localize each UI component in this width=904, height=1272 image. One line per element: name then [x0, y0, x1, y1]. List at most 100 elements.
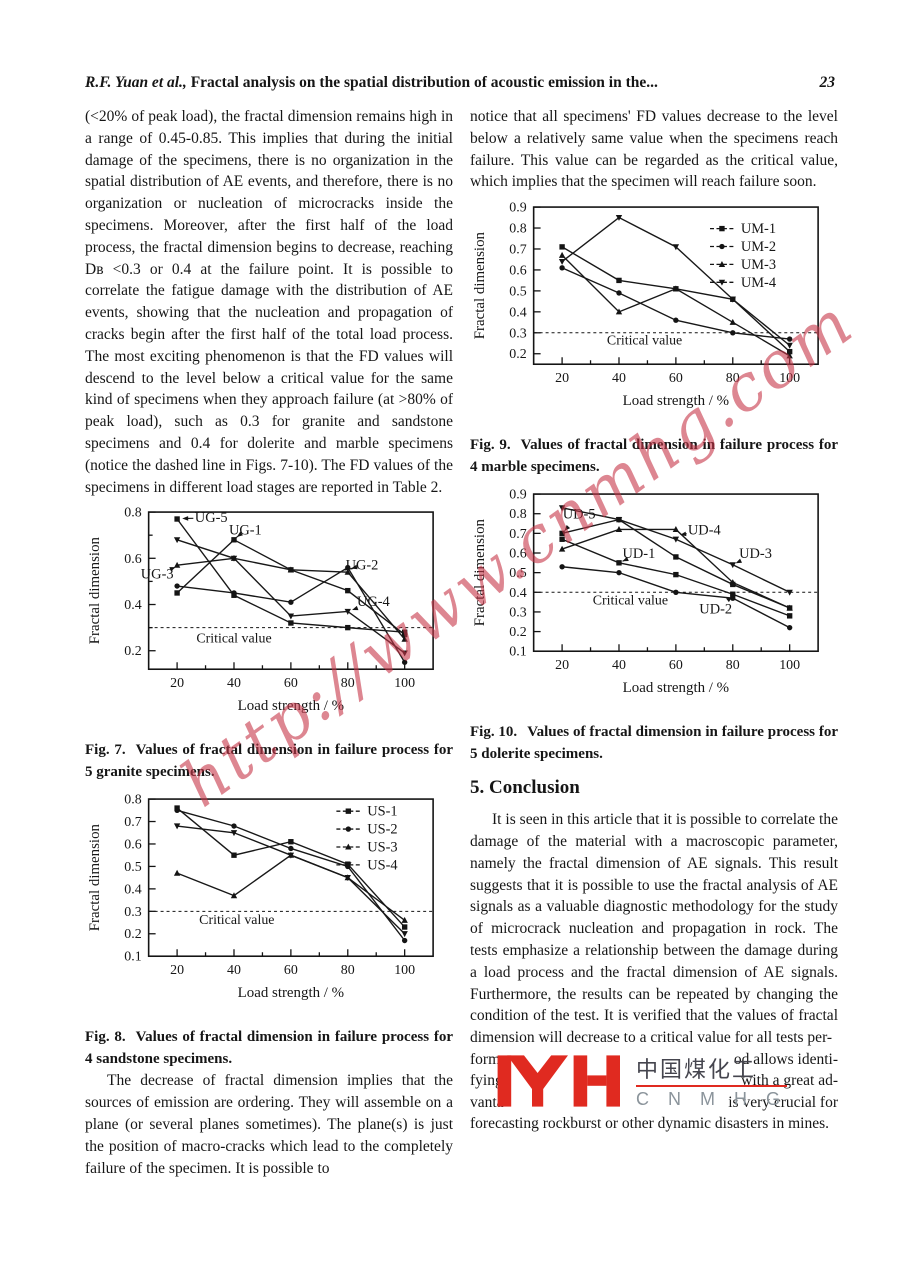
- conclusion-end: forecasting rockburst or other dynamic d…: [470, 1115, 829, 1133]
- svg-text:100: 100: [779, 371, 800, 386]
- svg-text:0.5: 0.5: [124, 860, 141, 875]
- svg-text:40: 40: [612, 658, 626, 673]
- fragment-r3-left: vanta: [470, 1093, 504, 1111]
- y-axis-label: Fractal dimension: [87, 537, 103, 645]
- svg-text:0.5: 0.5: [509, 285, 526, 300]
- svg-text:40: 40: [227, 676, 241, 691]
- svg-text:0.8: 0.8: [509, 507, 526, 522]
- markers-UM-3: [558, 252, 793, 359]
- plot-border: [147, 798, 434, 958]
- fragment-r2-left: fying: [470, 1072, 503, 1090]
- svg-text:0.3: 0.3: [509, 326, 526, 341]
- fig10-caption-label: Fig. 10.: [470, 724, 518, 741]
- header-authors: R.F. Yuan et al.,: [85, 74, 187, 91]
- svg-text:0.2: 0.2: [509, 347, 526, 362]
- x-axis-label: Load strength / %: [238, 985, 344, 1001]
- cnmhg-logo: 中国煤化工 C N M H G: [496, 1049, 796, 1113]
- svg-text:0.8: 0.8: [509, 222, 526, 237]
- svg-text:0.8: 0.8: [124, 506, 141, 521]
- svg-text:0.3: 0.3: [509, 606, 526, 621]
- svg-text:0.4: 0.4: [509, 586, 526, 601]
- fig8-chart: 0.1 0.2 0.3 0.4 0.5 0.6 0.7 0.8 20 40 60 80 100 Load …: [85, 791, 453, 1023]
- logo-latin-text: C N M H G: [636, 1088, 787, 1109]
- fig8-caption: Fig. 8. Values of fractal dimension in fa…: [85, 1027, 453, 1070]
- svg-text:20: 20: [170, 963, 184, 978]
- x-axis-label: Load strength / %: [623, 680, 729, 696]
- left-column: (<20% of peak load), the fractal dimensi…: [85, 106, 453, 1179]
- right-paragraph-1: notice that all specimens' FD values dec…: [470, 108, 838, 191]
- annotation-UD-2: UD-2: [699, 602, 732, 618]
- annotation-UG-3: UG-3: [141, 567, 174, 583]
- y-axis-label: Fractal dimension: [472, 519, 488, 627]
- critical-label: Critical value: [593, 594, 668, 609]
- markers-UD-2: [559, 564, 793, 631]
- left-paragraph-1: (<20% of peak load), the fractal dimensi…: [85, 108, 453, 496]
- annotation-UD-4: UD-4: [688, 523, 721, 539]
- svg-text:0.6: 0.6: [509, 547, 526, 562]
- svg-text:60: 60: [669, 371, 683, 386]
- svg-text:20: 20: [555, 658, 569, 673]
- legend: UM-1 UM-2 UM-3 UM-4: [710, 221, 776, 291]
- annotation-UG-5: UG-5: [195, 510, 228, 526]
- page-header: R.F. Yuan et al., Fractal analysis on th…: [85, 74, 835, 92]
- fig10-caption: Fig. 10. Values of fractal dimension in f…: [470, 722, 838, 765]
- fig8-caption-label: Fig. 8.: [85, 1029, 126, 1046]
- svg-text:0.6: 0.6: [124, 552, 141, 567]
- svg-text:100: 100: [394, 676, 415, 691]
- conclusion-fragment-area: forme od allows identi- fying with a gre…: [470, 1049, 838, 1114]
- svg-text:0.9: 0.9: [509, 201, 526, 216]
- markers-UD-1: [559, 536, 793, 619]
- right-column: notice that all specimens' FD values dec…: [470, 106, 838, 1135]
- svg-text:UM-1: UM-1: [741, 221, 776, 237]
- svg-text:0.1: 0.1: [509, 645, 526, 660]
- svg-text:0.2: 0.2: [124, 928, 141, 943]
- svg-text:0.2: 0.2: [509, 625, 526, 640]
- critical-label: Critical value: [196, 632, 271, 647]
- svg-text:0.4: 0.4: [124, 883, 141, 898]
- markers-UD-5: [559, 517, 793, 611]
- header-title: Fractal analysis on the spatial distribu…: [190, 74, 658, 91]
- markers-US-4: [173, 823, 408, 938]
- svg-text:60: 60: [669, 658, 683, 673]
- left-paragraph-2: The decrease of fractal dimension implie…: [85, 1072, 453, 1177]
- fig7-caption-text: Values of fractal dimension in failure p…: [85, 742, 453, 780]
- svg-text:0.1: 0.1: [124, 950, 141, 965]
- markers-UG-4: [173, 537, 408, 657]
- fig9-caption-label: Fig. 9.: [470, 437, 511, 454]
- legend: US-1 US-2 US-3 US-4: [336, 804, 398, 874]
- fig7-caption: Fig. 7. Values of fractal dimension in fa…: [85, 740, 453, 783]
- markers-UM-2: [559, 265, 793, 342]
- svg-text:0.6: 0.6: [124, 838, 141, 853]
- fig9-chart: 0.2 0.3 0.4 0.5 0.6 0.7 0.8 0.9 20 40 60 80 100 Load …: [470, 199, 838, 431]
- svg-text:0.3: 0.3: [124, 905, 141, 920]
- svg-text:US-4: US-4: [367, 858, 397, 874]
- svg-text:0.4: 0.4: [124, 598, 141, 613]
- annotation-UD-3: UD-3: [739, 546, 772, 562]
- svg-text:80: 80: [341, 676, 355, 691]
- fragment-r3-right: is very crucial for: [728, 1093, 838, 1111]
- annotation-UD-5: UD-5: [563, 507, 596, 523]
- cnmhg-logo-icon: [497, 1055, 620, 1107]
- svg-text:20: 20: [555, 371, 569, 386]
- svg-text:UM-3: UM-3: [741, 257, 776, 273]
- svg-text:0.9: 0.9: [509, 488, 526, 503]
- y-axis-label: Fractal dimension: [87, 824, 103, 932]
- svg-text:80: 80: [726, 658, 740, 673]
- svg-text:60: 60: [284, 676, 298, 691]
- svg-text:0.6: 0.6: [509, 264, 526, 279]
- svg-text:US-3: US-3: [367, 840, 397, 856]
- svg-text:0.2: 0.2: [124, 645, 141, 660]
- y-axis-label: Fractal dimension: [472, 232, 488, 340]
- svg-text:0.8: 0.8: [124, 793, 141, 808]
- fig10-caption-text: Values of fractal dimension in failure p…: [470, 724, 838, 762]
- fig10-chart: 0.1 0.2 0.3 0.4 0.5 0.6 0.7 0.8 0.9 20 40 60 80 100 Lo…: [470, 486, 838, 718]
- svg-text:0.4: 0.4: [509, 306, 526, 321]
- svg-text:0.7: 0.7: [509, 243, 526, 258]
- fig10-svg: 0.1 0.2 0.3 0.4 0.5 0.6 0.7 0.8 0.9 20 40 60 80 100 Lo…: [472, 488, 819, 696]
- svg-text:40: 40: [227, 963, 241, 978]
- markers-US-2: [174, 807, 408, 944]
- plot-border: [532, 206, 819, 366]
- fig9-caption-text: Values of fractal dimension in failure p…: [470, 437, 838, 475]
- svg-text:0.5: 0.5: [509, 566, 526, 581]
- page-number: 23: [819, 74, 836, 91]
